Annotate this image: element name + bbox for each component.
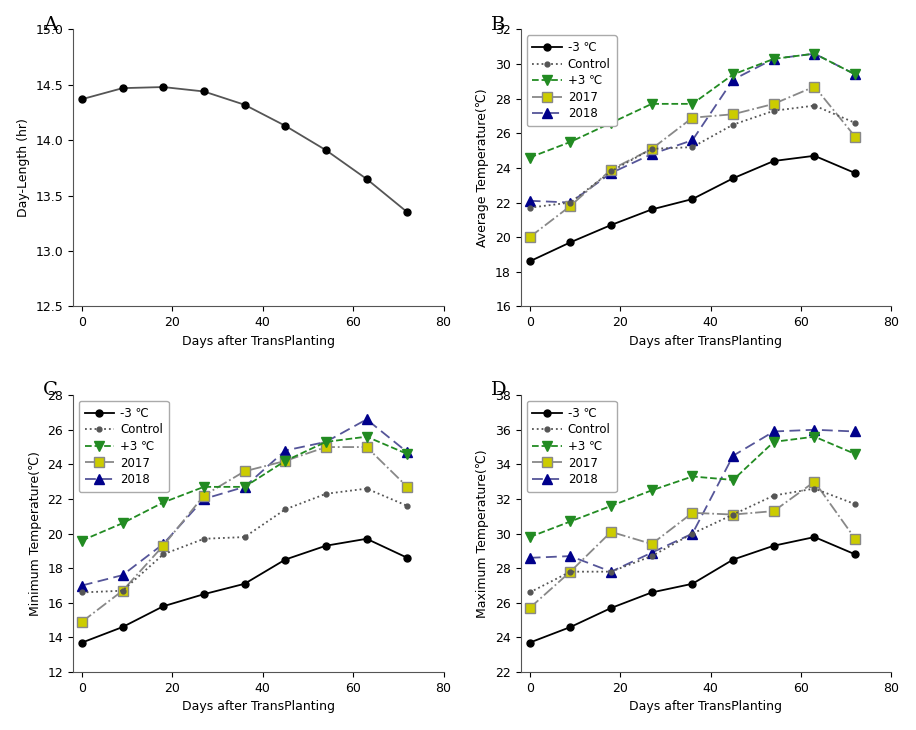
Y-axis label: Minimum Temperature(℃): Minimum Temperature(℃)	[28, 451, 41, 616]
Text: B: B	[491, 15, 506, 34]
Text: D: D	[491, 381, 507, 399]
X-axis label: Days after TransPlanting: Days after TransPlanting	[181, 334, 334, 347]
X-axis label: Days after TransPlanting: Days after TransPlanting	[629, 334, 782, 347]
Legend: -3 ℃, Control, +3 ℃, 2017, 2018: -3 ℃, Control, +3 ℃, 2017, 2018	[79, 401, 169, 492]
Legend: -3 ℃, Control, +3 ℃, 2017, 2018: -3 ℃, Control, +3 ℃, 2017, 2018	[527, 401, 616, 492]
X-axis label: Days after TransPlanting: Days after TransPlanting	[629, 700, 782, 713]
Y-axis label: Average Temperature(℃): Average Temperature(℃)	[476, 88, 489, 247]
Text: C: C	[43, 381, 58, 399]
X-axis label: Days after TransPlanting: Days after TransPlanting	[181, 700, 334, 713]
Legend: -3 ℃, Control, +3 ℃, 2017, 2018: -3 ℃, Control, +3 ℃, 2017, 2018	[527, 35, 616, 126]
Text: A: A	[43, 15, 58, 34]
Y-axis label: Day-Length (hr): Day-Length (hr)	[16, 118, 29, 218]
Y-axis label: Maximum Temperature(℃): Maximum Temperature(℃)	[476, 449, 489, 618]
